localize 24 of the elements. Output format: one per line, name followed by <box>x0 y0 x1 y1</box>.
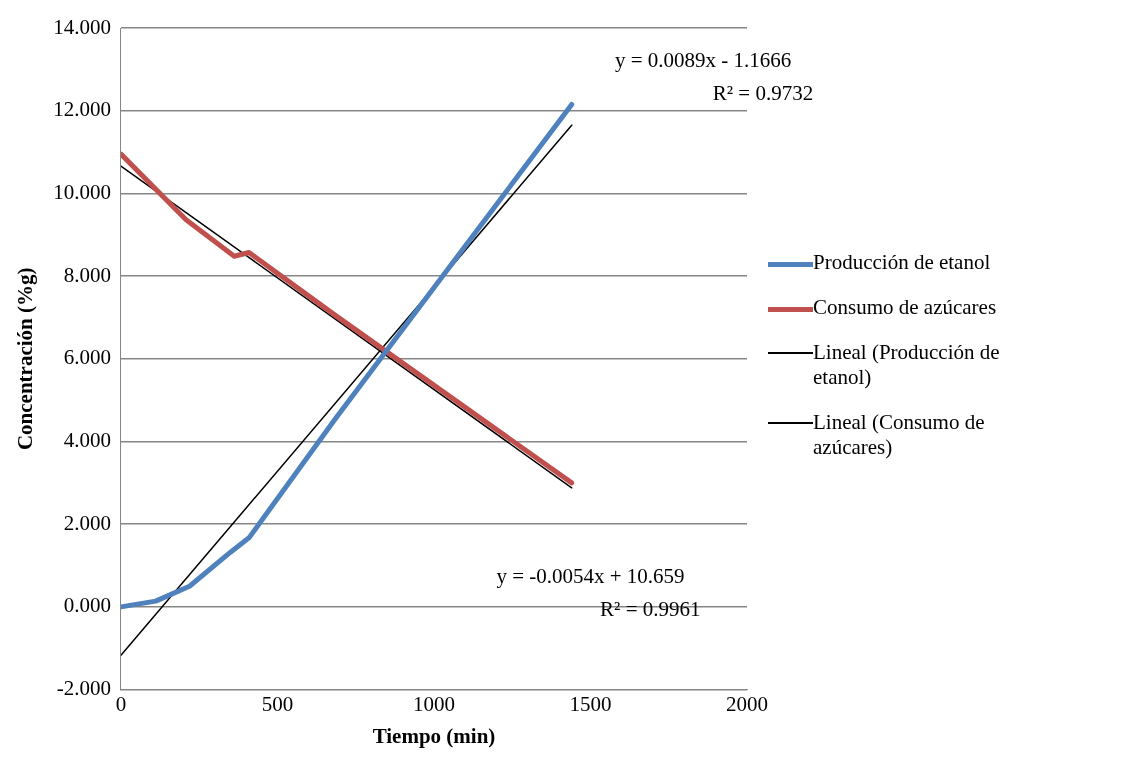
x-tick-label: 1500 <box>569 691 612 716</box>
y-tick-label: 6.000 <box>63 345 111 370</box>
x-tick-label: 500 <box>261 691 294 716</box>
y-tick-label: 2.000 <box>63 510 111 535</box>
y-axis-title: Concentración (%g) <box>13 267 38 451</box>
y-tick-label: 4.000 <box>63 428 111 453</box>
x-tick-label: 0 <box>115 691 127 716</box>
y-tick-label: 10.000 <box>53 179 111 204</box>
legend-label: Producción de etanol <box>813 250 992 275</box>
legend-label: Consumo de azúcares <box>813 295 998 320</box>
y-tick-label: 8.000 <box>63 262 111 287</box>
y-tick-label: 12.000 <box>53 97 111 122</box>
legend-label: Lineal (Producción de etanol) <box>813 340 1001 390</box>
x-axis-title: Tiempo (min) <box>372 723 496 748</box>
legend-label: Lineal (Consumo de azúcares) <box>813 410 986 460</box>
annotation: R² = 0.9961 <box>600 596 701 621</box>
annotation: y = -0.0054x + 10.659 <box>496 563 685 588</box>
x-tick-label: 1000 <box>412 691 455 716</box>
y-tick-label: 14.000 <box>53 14 111 39</box>
annotation: y = 0.0089x - 1.1666 <box>615 47 792 72</box>
y-tick-label: 0.000 <box>63 593 111 618</box>
y-tick-label: -2.000 <box>56 676 111 701</box>
annotation: R² = 0.9732 <box>712 80 814 105</box>
x-tick-label: 2000 <box>726 691 768 716</box>
